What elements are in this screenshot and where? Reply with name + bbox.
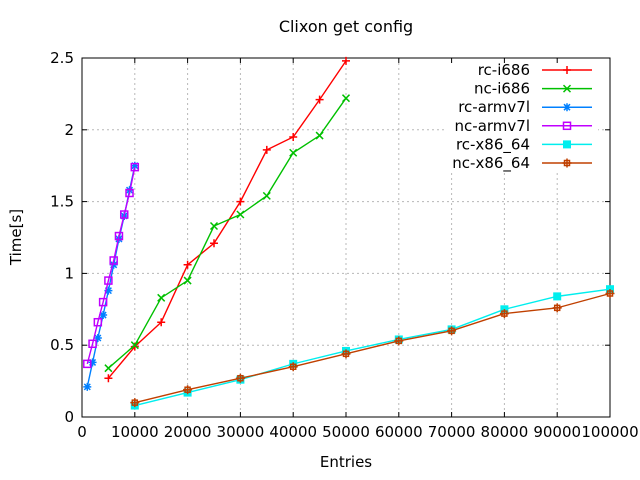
y-axis-label: Time[s] bbox=[7, 208, 25, 266]
marker-plus bbox=[563, 66, 571, 74]
legend-background bbox=[446, 59, 598, 172]
legend-entry-nc-armv7l: nc-armv7l bbox=[455, 117, 592, 135]
marker-plus bbox=[289, 132, 298, 141]
marker-cross bbox=[262, 191, 271, 200]
marker-square-plus bbox=[606, 290, 614, 297]
legend-entry-rc-x86_64: rc-x86_64 bbox=[456, 135, 592, 154]
marker-square-plus bbox=[448, 327, 455, 335]
legend-entry-rc-armv7l: rc-armv7l bbox=[458, 98, 592, 116]
x-tick-label: 40000 bbox=[269, 423, 317, 441]
legend: rc-i686nc-i686rc-armv7lnc-armv7lrc-x86_6… bbox=[452, 61, 592, 173]
series-markers-nc-armv7l bbox=[83, 162, 140, 369]
marker-cross bbox=[157, 293, 166, 302]
marker-asterisk bbox=[104, 286, 113, 295]
marker-asterisk bbox=[130, 161, 139, 170]
marker-cross bbox=[104, 364, 113, 373]
legend-entry-nc-i686: nc-i686 bbox=[474, 80, 592, 98]
marker-asterisk bbox=[99, 311, 108, 320]
series-line-nc-i686 bbox=[107, 97, 347, 369]
marker-open-square bbox=[83, 359, 92, 369]
legend-label: rc-i686 bbox=[478, 61, 530, 79]
marker-plus bbox=[183, 260, 192, 269]
legend-label: nc-armv7l bbox=[455, 117, 530, 135]
y-tick-label: 0.5 bbox=[50, 336, 74, 354]
marker-plus bbox=[236, 197, 245, 206]
marker-plus bbox=[262, 145, 271, 154]
y-tick-label: 1.5 bbox=[50, 193, 74, 211]
marker-open-square bbox=[88, 339, 97, 349]
y-tick-label: 1 bbox=[64, 264, 74, 282]
marker-cross bbox=[130, 341, 139, 350]
marker-square-plus bbox=[553, 304, 561, 312]
y-tick-label: 2 bbox=[64, 121, 74, 139]
marker-square-plus bbox=[395, 337, 403, 345]
marker-open-square bbox=[130, 162, 140, 172]
legend-label: rc-armv7l bbox=[458, 98, 530, 116]
marker-plus bbox=[210, 239, 218, 248]
x-tick-label: 0 bbox=[77, 423, 87, 441]
marker-open-square bbox=[562, 121, 572, 131]
x-tick-label: 100000 bbox=[581, 423, 638, 441]
marker-open-square bbox=[109, 256, 118, 265]
x-tick-label: 80000 bbox=[481, 423, 529, 441]
x-tick-label: 90000 bbox=[533, 423, 581, 441]
series-line-nc-x86_64 bbox=[134, 292, 611, 404]
x-tick-label: 10000 bbox=[111, 423, 159, 441]
legend-label: rc-x86_64 bbox=[456, 135, 530, 154]
marker-cross bbox=[315, 131, 324, 140]
x-tick-label: 70000 bbox=[428, 423, 476, 441]
marker-open-square bbox=[114, 231, 124, 241]
marker-open-square bbox=[104, 276, 113, 285]
series-line-nc-armv7l bbox=[86, 166, 136, 365]
marker-cross bbox=[562, 84, 572, 93]
marker-square-plus bbox=[289, 363, 297, 370]
marker-asterisk bbox=[88, 358, 97, 367]
marker-open-square bbox=[93, 317, 103, 327]
legend-entry-nc-x86_64: nc-x86_64 bbox=[452, 154, 592, 173]
x-tick-label: 60000 bbox=[375, 423, 423, 441]
marker-asterisk bbox=[83, 382, 92, 391]
marker-cross bbox=[289, 148, 298, 157]
x-axis-label: Entries bbox=[319, 453, 373, 471]
marker-open-square bbox=[98, 297, 108, 307]
x-tick-label: 20000 bbox=[164, 423, 212, 441]
series-line-rc-x86_64 bbox=[134, 288, 611, 407]
chart-title: Clixon get config bbox=[278, 17, 414, 36]
series-markers-rc-i686 bbox=[104, 56, 350, 383]
x-tick-label: 30000 bbox=[217, 423, 265, 441]
marker-square-plus bbox=[131, 399, 139, 406]
marker-asterisk bbox=[563, 103, 571, 112]
marker-square-plus bbox=[237, 374, 244, 382]
legend-entry-rc-i686: rc-i686 bbox=[478, 61, 592, 79]
marker-asterisk bbox=[109, 260, 118, 269]
y-tick-label: 2.5 bbox=[50, 49, 74, 67]
marker-square-plus bbox=[563, 159, 571, 167]
series-markers-nc-i686 bbox=[104, 94, 351, 373]
marker-cross bbox=[236, 210, 245, 219]
marker-plus bbox=[157, 318, 166, 327]
marker-square-plus bbox=[184, 386, 191, 393]
marker-open-square bbox=[125, 188, 134, 198]
marker-square-plus bbox=[342, 350, 350, 358]
marker-asterisk bbox=[93, 334, 102, 343]
x-tick-label: 50000 bbox=[322, 423, 370, 441]
series-markers-nc-x86_64 bbox=[130, 289, 615, 408]
series-line-rc-i686 bbox=[107, 60, 347, 379]
marker-cross bbox=[209, 221, 219, 231]
marker-plus bbox=[342, 56, 350, 65]
legend-label: nc-x86_64 bbox=[452, 154, 530, 173]
marker-plus bbox=[104, 374, 113, 383]
marker-cross bbox=[183, 276, 192, 285]
marker-cross bbox=[341, 94, 351, 103]
legend-label: nc-i686 bbox=[474, 80, 530, 98]
y-tick-label: 0 bbox=[64, 408, 74, 426]
marker-filled-square bbox=[553, 292, 562, 301]
marker-filled-square bbox=[563, 140, 571, 149]
marker-plus bbox=[315, 95, 324, 104]
marker-open-square bbox=[119, 210, 129, 219]
marker-square-plus bbox=[501, 310, 508, 317]
